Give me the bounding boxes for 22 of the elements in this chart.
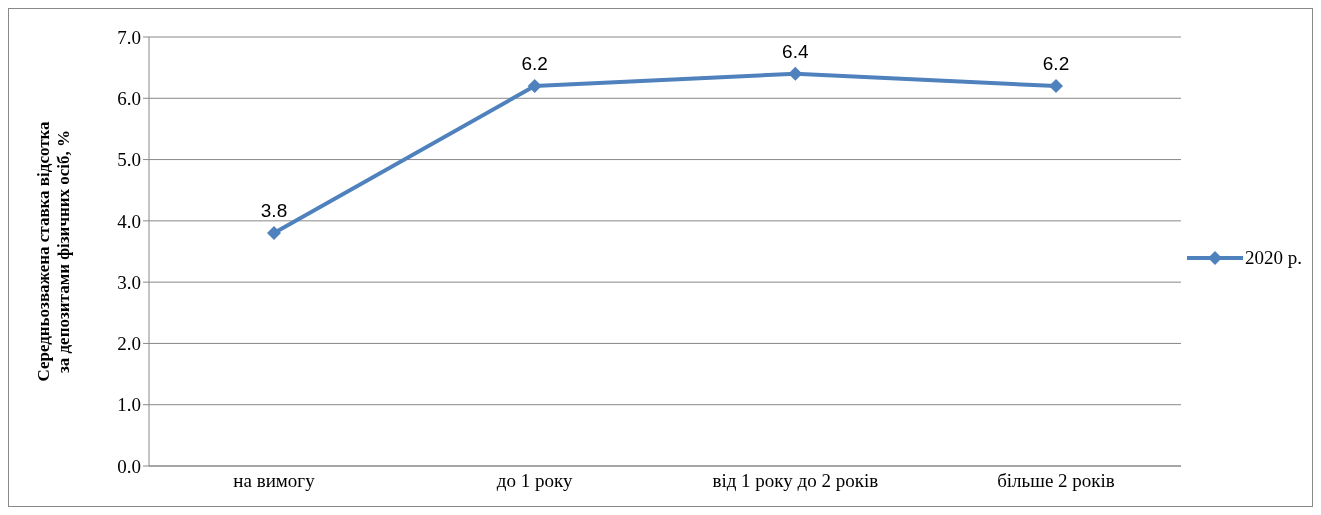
y-tick-label: 1.0: [117, 394, 141, 416]
y-tick-label: 2.0: [117, 333, 141, 355]
y-tick-label: 7.0: [117, 26, 141, 48]
x-tick-label: на вимогу: [233, 470, 316, 492]
x-tick-label: до 1 року: [496, 470, 573, 492]
data-label: 6.2: [1042, 53, 1070, 75]
x-tick-label: більше 2 років: [997, 470, 1115, 492]
y-tick-label: 5.0: [117, 149, 141, 171]
point: [267, 226, 281, 241]
point: [788, 66, 803, 81]
legend-label: 2020 р.: [1245, 246, 1302, 269]
data-label: 3.8: [260, 200, 288, 222]
data-label: 6.2: [521, 53, 548, 75]
y-tick-label: 6.0: [117, 88, 141, 110]
y-axis-title: Середньозважена ставка відсотка за депозитами фізичних осіб, %: [34, 120, 73, 382]
y-tick-label: 4.0: [117, 210, 141, 232]
y-tick-label: 0.0: [117, 455, 141, 477]
point: [527, 79, 542, 94]
data-label: 6.4: [782, 40, 809, 62]
x-tick-label: від 1 року до 2 років: [712, 470, 879, 492]
point: [1049, 79, 1063, 94]
y-tick-label: 3.0: [117, 271, 141, 293]
